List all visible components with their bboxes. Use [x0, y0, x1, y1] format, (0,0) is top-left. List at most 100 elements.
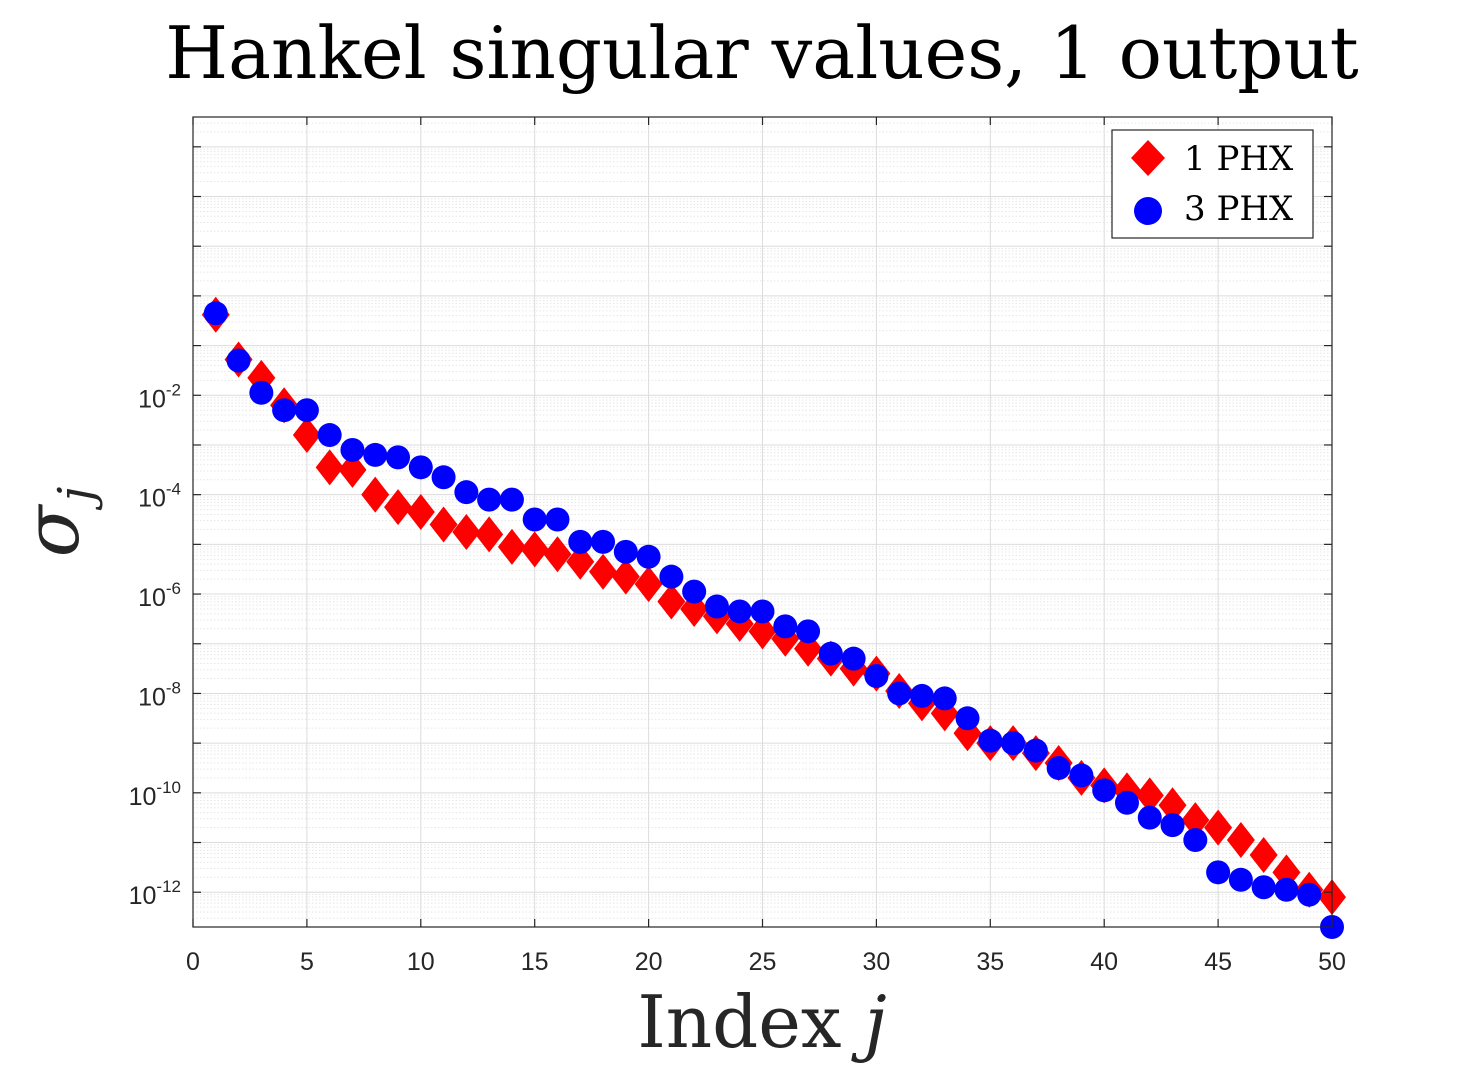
data-point-3-phx: [1001, 731, 1026, 756]
data-point-3-phx: [796, 619, 821, 644]
data-point-1-phx: [406, 494, 435, 531]
y-tick-label: 10-12: [129, 877, 181, 910]
data-point-1-phx: [1249, 836, 1278, 873]
data-point-3-phx: [408, 455, 433, 480]
data-point-3-phx: [1160, 813, 1185, 838]
data-point-3-phx: [1137, 805, 1162, 830]
data-point-1-phx: [361, 476, 390, 513]
plot-area: 0 5 10 15 20 25 30 35 40 45 50 10-1210-1010-810-61…: [129, 116, 1346, 976]
data-point-1-phx: [497, 528, 526, 565]
data-point-3-phx: [203, 301, 228, 326]
data-point-1-phx: [520, 531, 549, 568]
y-tick-label-exponent: -4: [166, 480, 181, 499]
x-tick-label: 30: [862, 948, 890, 976]
data-point-3-phx: [909, 683, 934, 708]
legend-label-3-phx: 3 PHX: [1184, 189, 1294, 229]
data-point-3-phx: [704, 594, 729, 619]
data-point-3-phx: [727, 599, 752, 624]
y-tick-label-base: 10: [138, 683, 166, 711]
data-point-1-phx: [1181, 802, 1210, 839]
legend-entry-3-phx: 3 PHX: [1134, 189, 1294, 229]
data-point-3-phx: [363, 442, 388, 467]
x-axis-ticks: 0 5 10 15 20 25 30 35 40 45 50: [186, 117, 1346, 976]
data-point-3-phx: [841, 646, 866, 671]
data-point-3-phx: [386, 445, 411, 470]
data-point-1-phx: [1226, 822, 1255, 859]
data-point-1-phx: [611, 558, 640, 595]
data-point-1-phx: [566, 543, 595, 580]
data-point-3-phx: [294, 398, 319, 423]
data-point-1-phx: [589, 553, 618, 590]
data-point-3-phx: [340, 437, 365, 462]
data-point-3-phx: [317, 423, 342, 448]
data-point-3-phx: [499, 487, 524, 512]
x-tick-label: 20: [635, 948, 663, 976]
x-tick-label: 5: [300, 948, 314, 976]
data-point-1-phx: [452, 513, 481, 550]
y-tick-label: 10-4: [138, 480, 181, 513]
data-point-3-phx: [682, 579, 707, 604]
data-point-1-phx: [429, 506, 458, 543]
data-point-3-phx: [750, 599, 775, 624]
data-point-3-phx: [226, 348, 251, 373]
y-tick-label-exponent: -10: [156, 778, 181, 797]
y-tick-label-exponent: -8: [166, 678, 181, 697]
data-point-3-phx: [1023, 738, 1048, 763]
x-tick-label: 15: [521, 948, 549, 976]
data-point-1-phx: [475, 516, 504, 553]
data-point-3-phx: [545, 507, 570, 532]
series-3-phx: [203, 301, 1344, 939]
data-point-3-phx: [864, 664, 889, 689]
data-point-3-phx: [568, 529, 593, 554]
data-point-3-phx: [1069, 763, 1094, 788]
data-point-1-phx: [315, 449, 344, 486]
data-point-1-phx: [1135, 777, 1164, 814]
data-point-1-phx: [384, 489, 413, 526]
data-point-3-phx: [1274, 877, 1299, 902]
data-point-1-phx: [1158, 787, 1187, 824]
y-tick-label-base: 10: [138, 485, 166, 513]
y-tick-label-exponent: -12: [156, 877, 181, 896]
data-point-3-phx: [887, 681, 912, 706]
x-tick-label: 0: [186, 948, 200, 976]
data-point-1-phx: [338, 451, 367, 488]
y-tick-label-base: 10: [129, 882, 157, 910]
data-point-3-phx: [431, 465, 456, 490]
data-point-1-phx: [634, 566, 663, 603]
y-tick-label: 10-8: [138, 678, 181, 711]
data-point-3-phx: [1183, 828, 1208, 853]
data-point-3-phx: [773, 614, 798, 639]
data-point-3-phx: [591, 529, 616, 554]
x-axis-label-text: Index: [637, 980, 864, 1064]
data-point-3-phx: [1046, 755, 1071, 780]
x-tick-label: 35: [976, 948, 1004, 976]
data-point-3-phx: [1228, 867, 1253, 892]
data-point-3-phx: [454, 480, 479, 505]
data-point-1-phx: [748, 613, 777, 650]
y-tick-label-exponent: -2: [166, 380, 181, 399]
data-point-3-phx: [1251, 875, 1276, 900]
data-point-3-phx: [932, 686, 957, 711]
y-tick-label-base: 10: [138, 385, 166, 413]
legend-diamond-marker: [1131, 140, 1165, 176]
x-tick-label: 45: [1204, 948, 1232, 976]
legend: 1 PHX 3 PHX: [1111, 129, 1314, 239]
data-point-3-phx: [978, 728, 1003, 753]
data-point-1-phx: [657, 583, 686, 620]
y-tick-label-exponent: -6: [166, 579, 181, 598]
x-tick-label: 40: [1090, 948, 1118, 976]
data-point-3-phx: [818, 641, 843, 666]
data-point-3-phx: [249, 380, 274, 405]
grid-minor: [193, 122, 1332, 928]
data-point-1-phx: [543, 536, 572, 573]
svg-text:σj: σj: [7, 487, 104, 558]
data-point-3-phx: [1297, 882, 1322, 907]
data-point-3-phx: [477, 487, 502, 512]
data-point-3-phx: [659, 564, 684, 589]
data-point-3-phx: [636, 544, 661, 569]
y-tick-label-base: 10: [129, 783, 157, 811]
y-tick-label-base: 10: [138, 584, 166, 612]
y-tick-label: 10-6: [138, 579, 181, 612]
x-axis-label: Index j: [637, 980, 886, 1064]
